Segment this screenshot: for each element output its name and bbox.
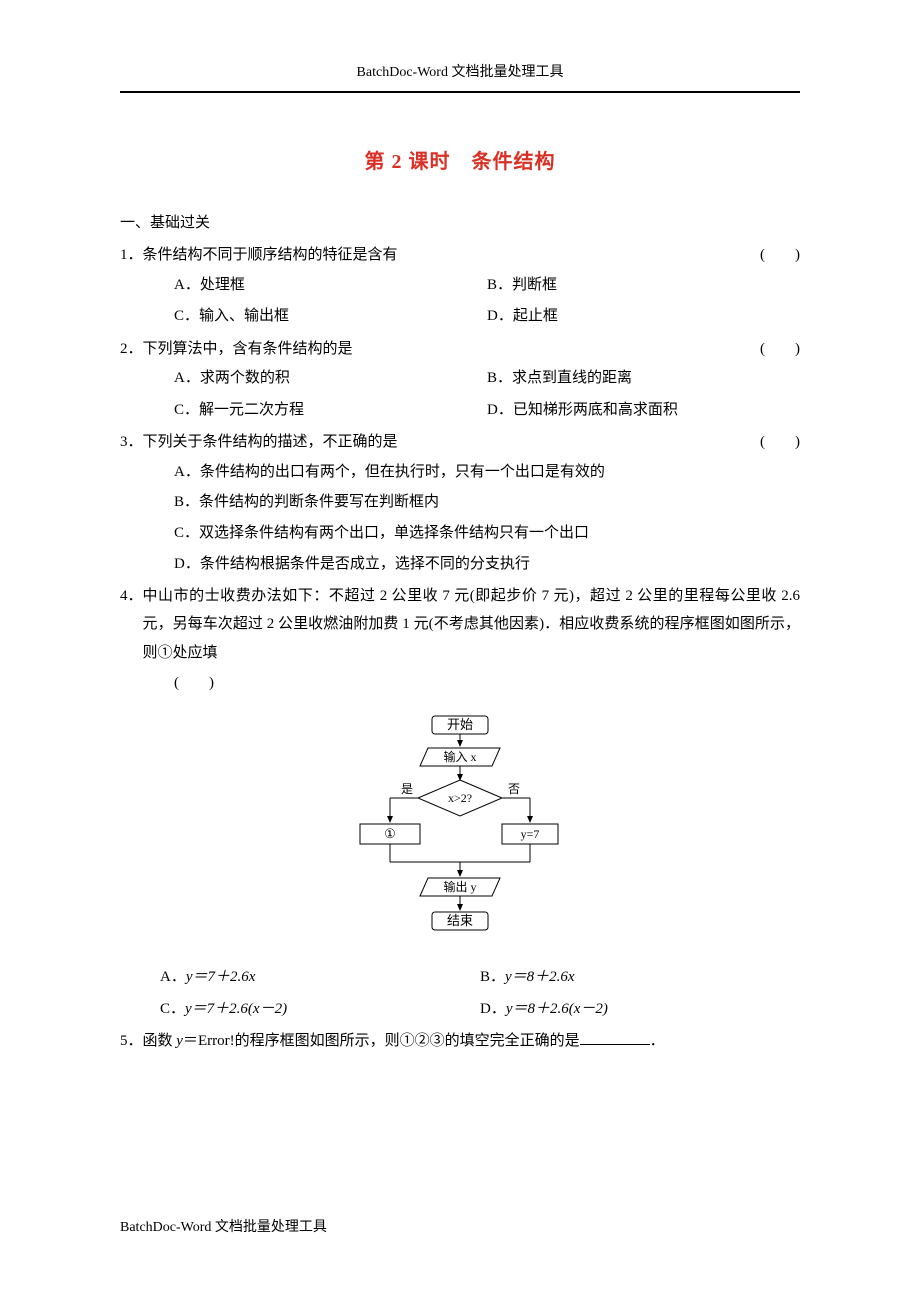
question-2: 2．下列算法中，含有条件结构的是 ( ) A．求两个数的积 B．求点到直线的距离… — [120, 335, 800, 427]
q3-options: A．条件结构的出口有两个，但在执行时，只有一个出口是有效的 B．条件结构的判断条… — [120, 457, 800, 580]
q1-stem: 1．条件结构不同于顺序结构的特征是含有 — [120, 241, 740, 270]
q4-stem: 中山市的士收费办法如下：不超过 2 公里收 7 元(即起步价 7 元)，超过 2… — [143, 582, 800, 668]
q4-opt-a: A．y＝7＋2.6x — [160, 962, 480, 994]
fc-output: 输出 y — [443, 878, 476, 893]
fc-box2: y=7 — [521, 826, 540, 840]
q4-opt-d: D．y＝8＋2.6(x－2) — [480, 994, 800, 1026]
q2-opt-b: B．求点到直线的距离 — [487, 363, 800, 395]
q3-opt-a: A．条件结构的出口有两个，但在执行时，只有一个出口是有效的 — [174, 457, 800, 488]
fc-cond: x>2? — [448, 790, 472, 804]
q3-stem: 3．下列关于条件结构的描述，不正确的是 — [120, 428, 740, 457]
q4-number: 4． — [120, 582, 143, 668]
answer-paren: ( ) — [740, 241, 800, 270]
question-1: 1．条件结构不同于顺序结构的特征是含有 ( ) A．处理框 B．判断框 C．输入… — [120, 241, 800, 333]
fc-end: 结束 — [447, 913, 473, 928]
fc-box1: ① — [384, 826, 396, 841]
flowchart-svg: 开始 输入 x x>2? 是 否 ① y=7 — [330, 712, 590, 942]
q3-opt-d: D．条件结构根据条件是否成立，选择不同的分支执行 — [174, 549, 800, 580]
header-rule — [120, 91, 800, 93]
q5-pre: 5．函数 — [120, 1033, 176, 1049]
q1-opt-d: D．起止框 — [487, 301, 800, 333]
q1-opt-a: A．处理框 — [174, 270, 487, 302]
question-3: 3．下列关于条件结构的描述，不正确的是 ( ) A．条件结构的出口有两个，但在执… — [120, 428, 800, 580]
q5-post: ． — [650, 1033, 665, 1049]
fill-blank — [580, 1044, 650, 1045]
fc-start: 开始 — [447, 717, 473, 732]
fc-no: 否 — [508, 781, 520, 795]
q1-opt-b: B．判断框 — [487, 270, 800, 302]
q4-options: A．y＝7＋2.6x B．y＝8＋2.6x C．y＝7＋2.6(x－2) D．y… — [120, 962, 800, 1025]
q2-opt-d: D．已知梯形两底和高求面积 — [487, 395, 800, 427]
flowchart-figure: 开始 输入 x x>2? 是 否 ① y=7 — [120, 712, 800, 953]
answer-paren: ( ) — [740, 335, 800, 364]
q4-opt-c: C．y＝7＋2.6(x－2) — [160, 994, 480, 1026]
answer-paren: ( ) — [740, 428, 800, 457]
q2-stem: 2．下列算法中，含有条件结构的是 — [120, 335, 740, 364]
answer-paren: ( ) — [120, 669, 800, 698]
q1-opt-c: C．输入、输出框 — [174, 301, 487, 333]
section-heading: 一、基础过关 — [120, 209, 800, 238]
q5-mid: ＝Error!的程序框图如图所示，则①②③的填空完全正确的是 — [183, 1033, 580, 1049]
q4-opt-b: B．y＝8＋2.6x — [480, 962, 800, 994]
question-4: 4． 中山市的士收费办法如下：不超过 2 公里收 7 元(即起步价 7 元)，超… — [120, 582, 800, 1026]
q3-opt-c: C．双选择条件结构有两个出口，单选择条件结构只有一个出口 — [174, 518, 800, 549]
q2-options: A．求两个数的积 B．求点到直线的距离 C．解一元二次方程 D．已知梯形两底和高… — [120, 363, 800, 426]
question-5: 5．函数 y＝Error!的程序框图如图所示，则①②③的填空完全正确的是 ． — [120, 1027, 800, 1056]
q1-options: A．处理框 B．判断框 C．输入、输出框 D．起止框 — [120, 270, 800, 333]
fc-yes: 是 — [401, 781, 413, 795]
page-header: BatchDoc-Word 文档批量处理工具 — [120, 60, 800, 87]
q3-opt-b: B．条件结构的判断条件要写在判断框内 — [174, 487, 800, 518]
q2-opt-a: A．求两个数的积 — [174, 363, 487, 395]
page-footer: BatchDoc-Word 文档批量处理工具 — [120, 1215, 327, 1242]
page-title: 第 2 课时 条件结构 — [120, 143, 800, 181]
q5-yvar: y — [176, 1033, 183, 1049]
q2-opt-c: C．解一元二次方程 — [174, 395, 487, 427]
fc-input: 输入 x — [443, 748, 476, 763]
